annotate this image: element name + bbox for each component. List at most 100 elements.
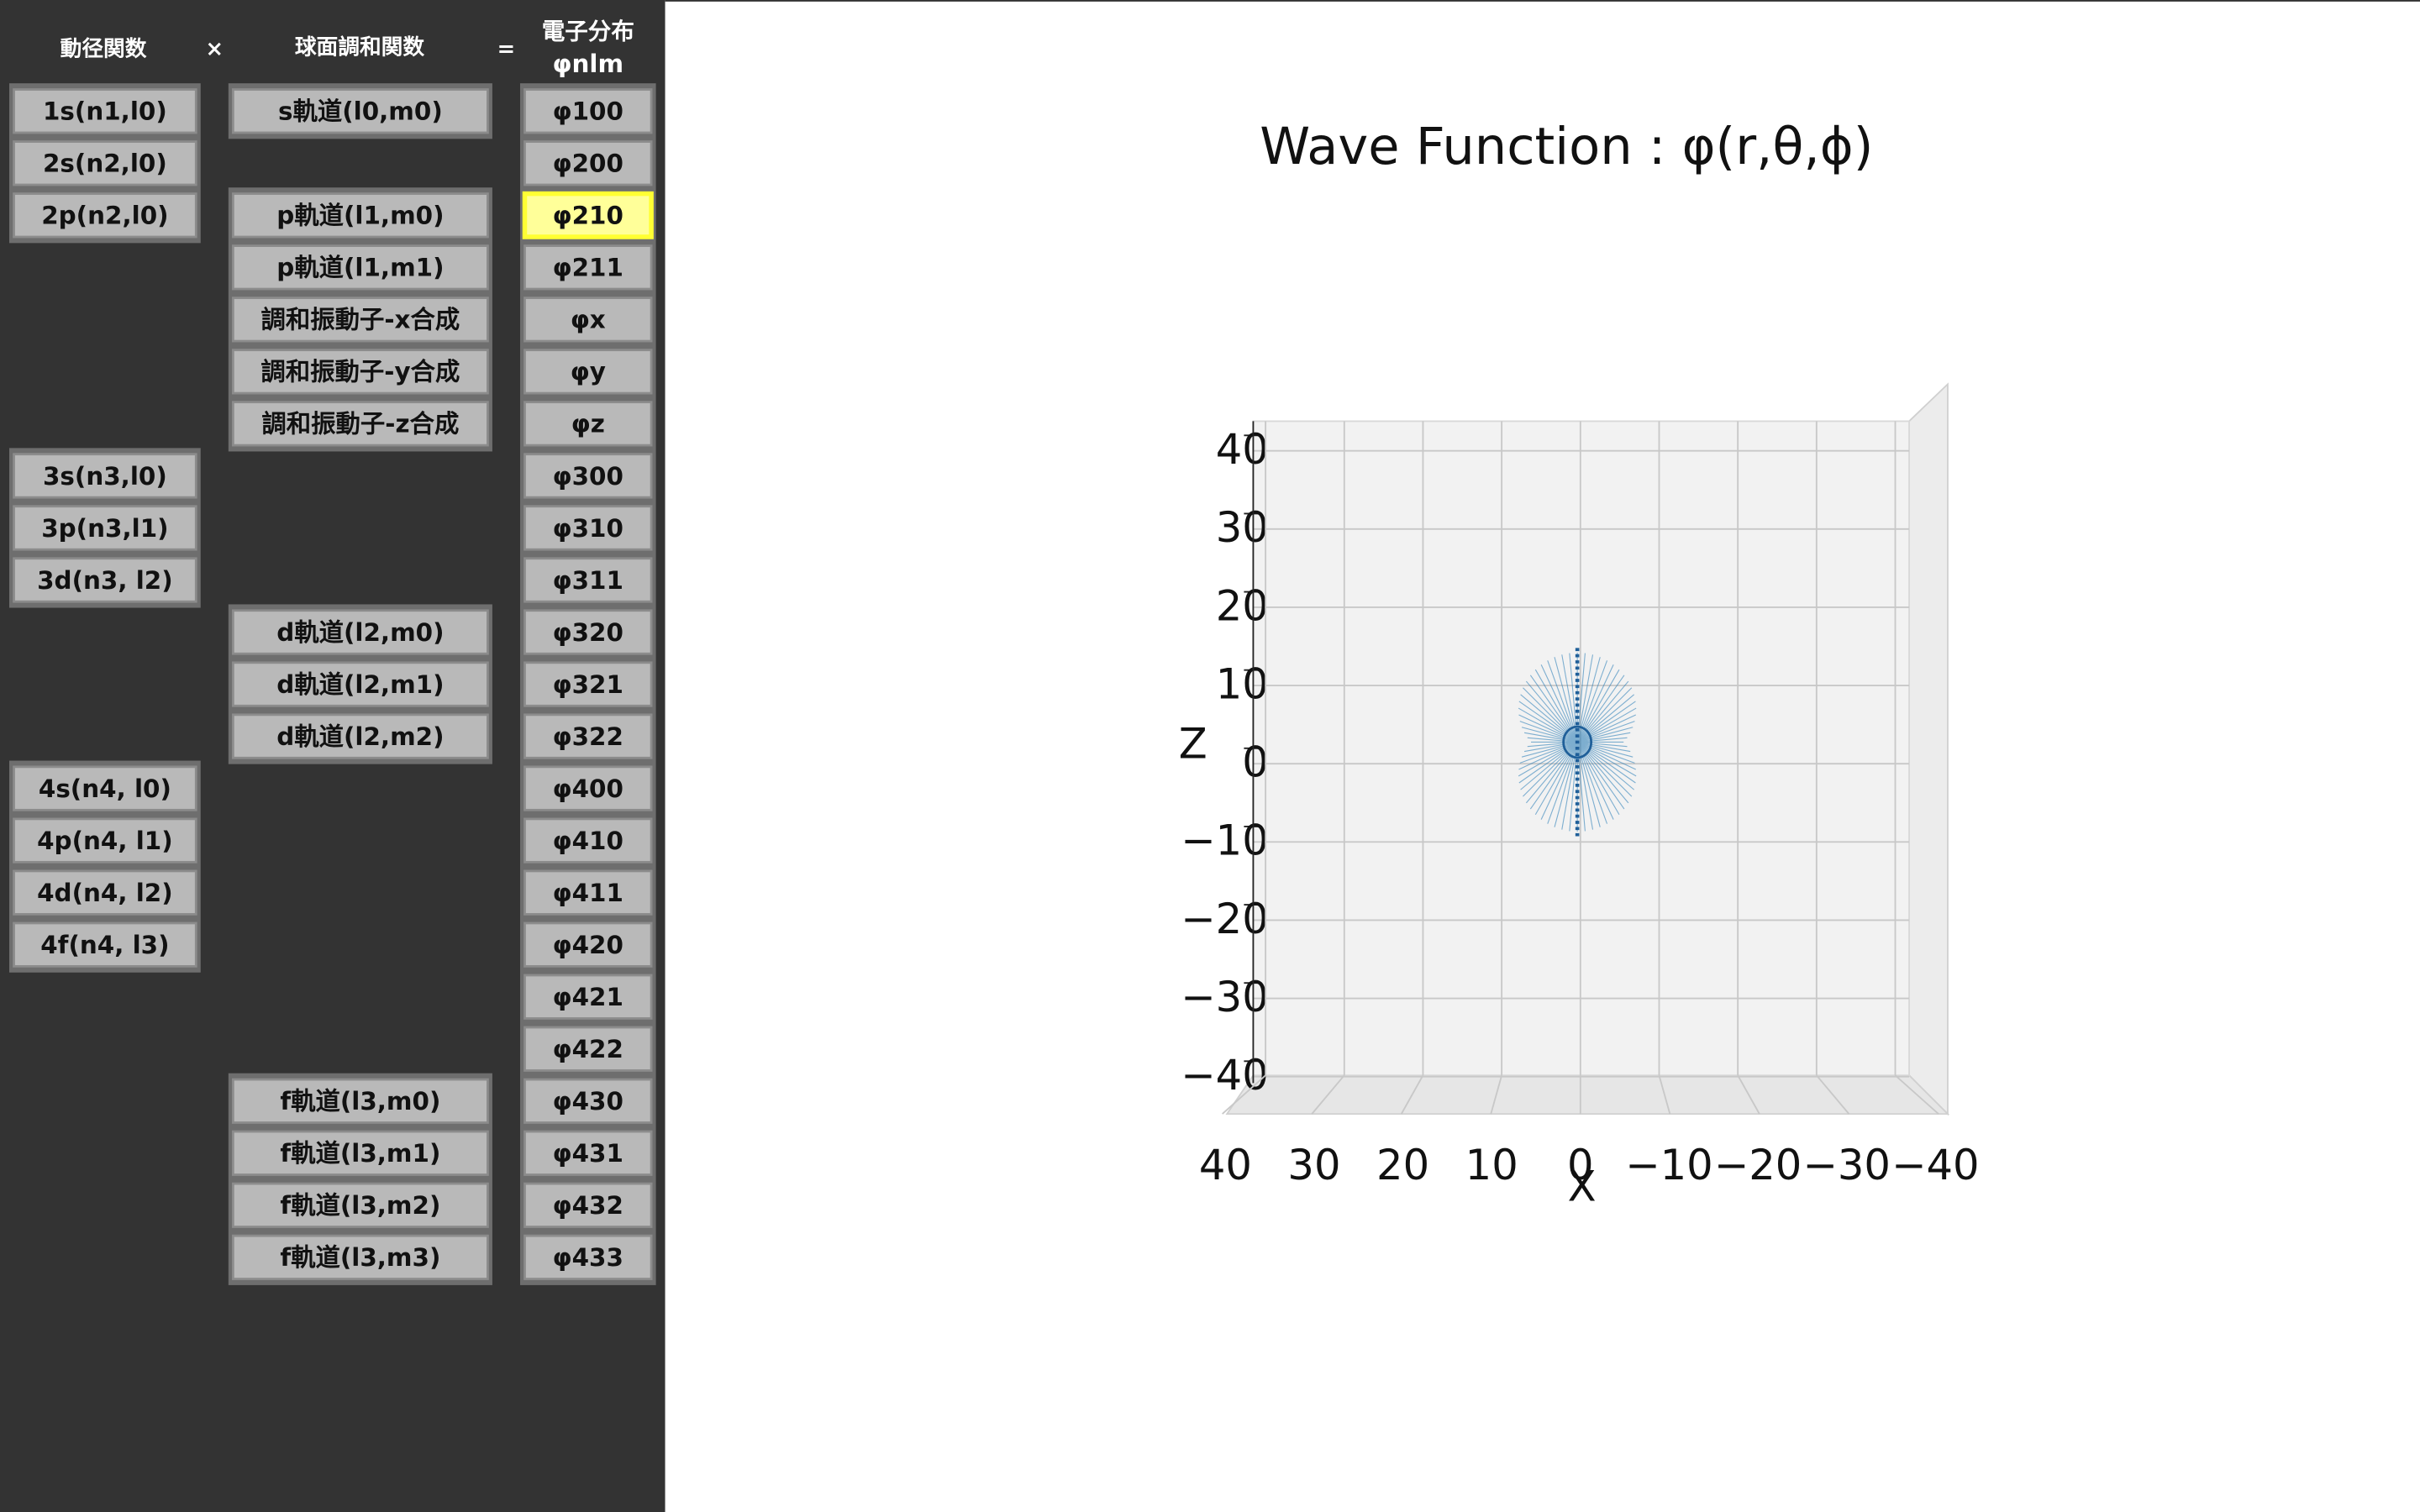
button[interactable]: φy xyxy=(523,349,653,395)
button[interactable]: φ400 xyxy=(523,765,653,811)
button-label: φ432 xyxy=(553,1191,623,1220)
button-label: f軌道(l3,m0) xyxy=(280,1087,440,1116)
wave-line xyxy=(1577,732,1631,743)
column-header: = xyxy=(497,36,516,61)
button-face xyxy=(523,1130,653,1176)
button[interactable]: φ210 xyxy=(522,191,654,239)
wave-line xyxy=(1520,694,1578,743)
button-label: 4f(n4, l3) xyxy=(40,931,169,959)
button[interactable]: φ211 xyxy=(523,244,653,291)
button[interactable]: 調和振動子-x合成 xyxy=(231,297,489,343)
button[interactable]: 4p(n4, l1) xyxy=(13,817,197,864)
button-face xyxy=(13,140,197,186)
button[interactable]: φ311 xyxy=(523,557,653,603)
button[interactable]: s軌道(l0,m0) xyxy=(231,88,489,134)
wave-line xyxy=(1576,694,1635,743)
button-label: 3d(n3, l2) xyxy=(37,566,173,595)
button-face xyxy=(231,88,489,134)
button-face xyxy=(523,244,653,291)
z-tick-label: 0 xyxy=(1242,738,1269,787)
button[interactable]: φ430 xyxy=(523,1078,653,1124)
z-axis-label: Z xyxy=(1179,719,1207,768)
button[interactable]: 調和振動子-z合成 xyxy=(231,401,489,447)
x-tick-label: 40 xyxy=(1199,1141,1252,1189)
button-face xyxy=(523,1182,653,1228)
button[interactable]: φz xyxy=(523,401,653,447)
x-tick-label: 20 xyxy=(1376,1141,1429,1189)
button-label: φ422 xyxy=(553,1035,623,1063)
wave-line xyxy=(1576,742,1636,784)
button[interactable]: φ411 xyxy=(523,869,653,916)
button[interactable]: φ431 xyxy=(523,1130,653,1176)
button-face xyxy=(523,297,653,343)
button[interactable]: φ320 xyxy=(523,609,653,655)
column-header: 球面調和関数 xyxy=(295,34,425,60)
button[interactable]: 3s(n3,l0) xyxy=(13,453,197,499)
button[interactable]: f軌道(l3,m2) xyxy=(231,1182,489,1228)
wave-line xyxy=(1576,701,1636,743)
button[interactable]: f軌道(l3,m1) xyxy=(231,1130,489,1176)
button[interactable]: d軌道(l2,m0) xyxy=(231,609,489,655)
button[interactable]: 1s(n1,l0) xyxy=(13,88,197,134)
button[interactable]: d軌道(l2,m1) xyxy=(231,661,489,707)
z-tick-label: −10 xyxy=(1181,816,1269,865)
wave-line xyxy=(1519,741,1578,764)
x-tick-label: 30 xyxy=(1287,1141,1340,1189)
button-label: φ321 xyxy=(553,670,623,699)
button[interactable]: φ100 xyxy=(523,88,653,134)
floor-pane xyxy=(1225,1074,1950,1116)
button-face xyxy=(13,557,197,603)
button[interactable]: 2s(n2,l0) xyxy=(13,140,197,186)
button[interactable]: φ321 xyxy=(523,661,653,707)
wave-line xyxy=(1576,707,1637,743)
button[interactable]: f軌道(l3,m3) xyxy=(231,1234,489,1280)
button[interactable]: d軌道(l2,m2) xyxy=(231,713,489,759)
z-tick-label: 20 xyxy=(1216,581,1269,630)
button-label: φ300 xyxy=(553,462,623,491)
button-face xyxy=(13,453,197,499)
button[interactable]: 2p(n2,l0) xyxy=(13,192,197,239)
wave-line xyxy=(1523,732,1578,743)
button-face xyxy=(231,192,489,239)
button[interactable]: p軌道(l1,m0) xyxy=(231,192,489,239)
button[interactable]: φ420 xyxy=(523,921,653,968)
button[interactable]: φ200 xyxy=(523,140,653,186)
button[interactable]: f軌道(l3,m0) xyxy=(231,1078,489,1124)
button[interactable]: φ421 xyxy=(523,974,653,1020)
button-face xyxy=(231,297,489,343)
button[interactable]: φ433 xyxy=(523,1234,653,1280)
button-face xyxy=(523,765,653,811)
button-label: 調和振動子-x合成 xyxy=(260,306,460,334)
button[interactable]: 3d(n3, l2) xyxy=(13,557,197,603)
button[interactable]: φ322 xyxy=(523,713,653,759)
button[interactable]: φ310 xyxy=(523,505,653,551)
wave-line xyxy=(1577,737,1628,743)
button[interactable]: p軌道(l1,m1) xyxy=(231,244,489,291)
button[interactable]: φ410 xyxy=(523,817,653,864)
button[interactable]: φx xyxy=(523,297,653,343)
x-tick-label: 0 xyxy=(1567,1141,1594,1189)
button[interactable]: 調和振動子-y合成 xyxy=(231,349,489,395)
button[interactable]: φ432 xyxy=(523,1182,653,1228)
button[interactable]: 4s(n4, l0) xyxy=(13,765,197,811)
button-face xyxy=(523,401,653,447)
button[interactable]: φ422 xyxy=(523,1026,653,1072)
button-label: f軌道(l3,m3) xyxy=(280,1243,440,1272)
button-label: 調和振動子-z合成 xyxy=(261,410,459,438)
button[interactable]: 4f(n4, l3) xyxy=(13,921,197,968)
button[interactable]: 4d(n4, l2) xyxy=(13,869,197,916)
column-header: 動径関数 xyxy=(60,36,147,61)
wave-line xyxy=(1521,741,1578,758)
button-face xyxy=(231,1130,489,1176)
grid-line xyxy=(1490,1074,1503,1115)
button-face xyxy=(13,921,197,968)
button[interactable]: φ300 xyxy=(523,453,653,499)
button-label: φ200 xyxy=(553,150,623,178)
wave-line xyxy=(1518,701,1578,743)
wave-line xyxy=(1577,727,1634,743)
grid-line xyxy=(1816,1074,1850,1115)
button-face xyxy=(523,557,653,603)
x-axis-label: X xyxy=(1568,1163,1597,1211)
button[interactable]: 3p(n3,l1) xyxy=(13,505,197,551)
